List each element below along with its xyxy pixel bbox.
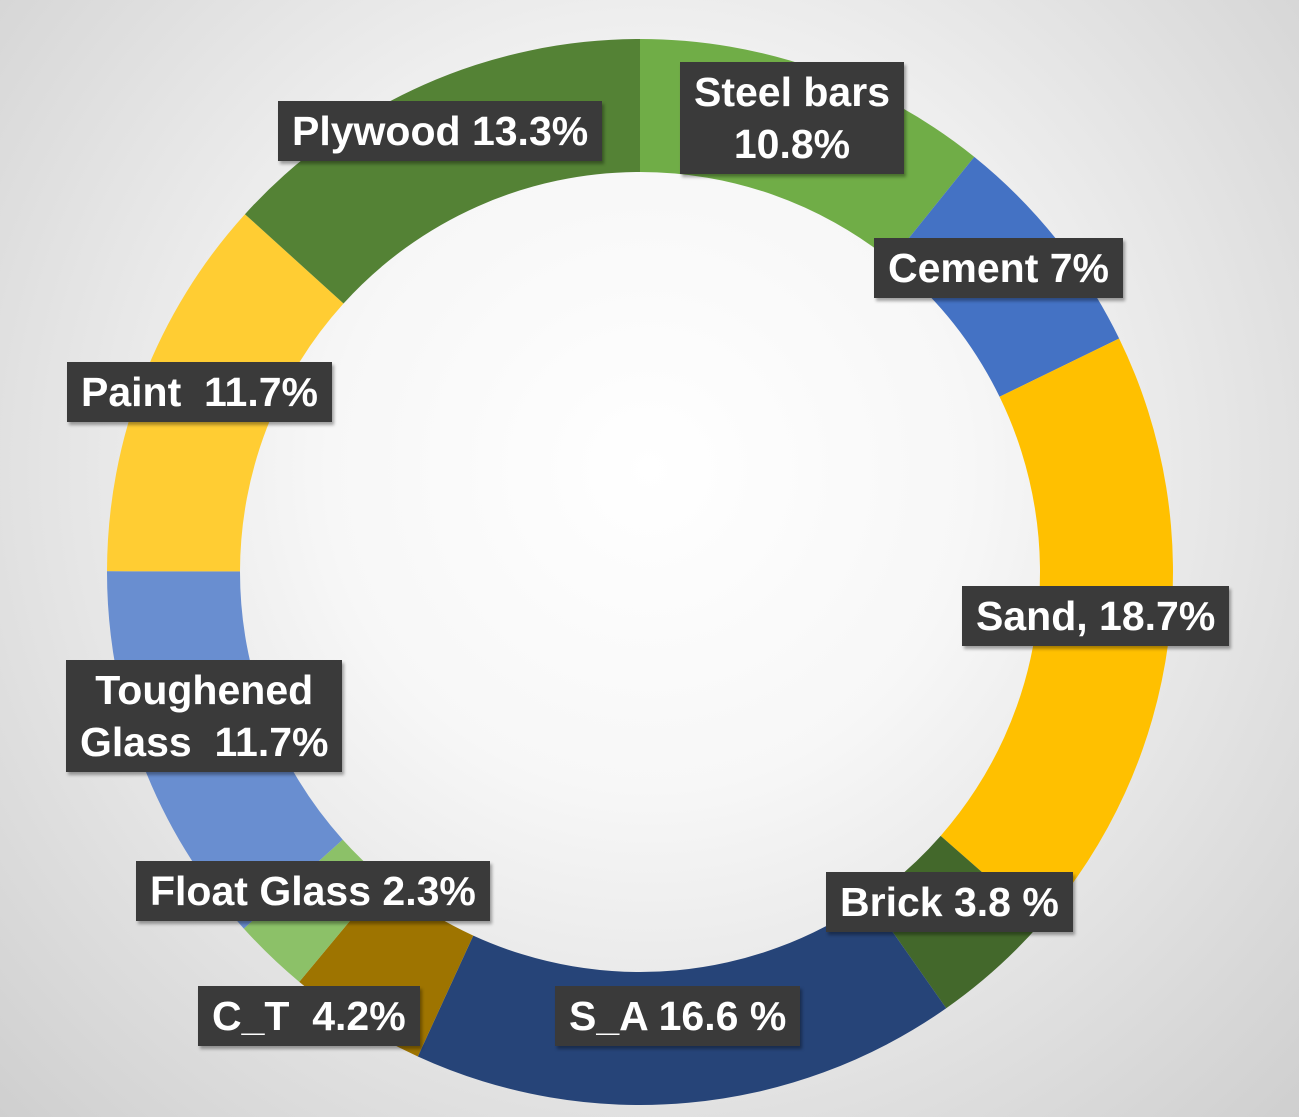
- data-label-text: Float Glass 2.3%: [150, 868, 476, 914]
- data-label-plywood-13-3: Plywood 13.3%: [278, 101, 603, 161]
- data-label-text: 10.8%: [733, 121, 851, 167]
- data-label-text: Glass 11.7%: [80, 719, 329, 765]
- data-label-toughened-glass-11-7: Toughened Glass 11.7%: [66, 660, 343, 772]
- data-label-text: Plywood 13.3%: [292, 108, 589, 154]
- data-label-cement-7: Cement 7%: [874, 238, 1124, 298]
- data-label-steel-bars-10-8: Steel bars 10.8%: [680, 62, 904, 174]
- data-label-sand-18-7: Sand, 18.7%: [962, 586, 1230, 646]
- data-label-brick-3-8: Brick 3.8 %: [826, 872, 1073, 932]
- data-label-text: Steel bars: [694, 69, 890, 115]
- data-label-text: Cement 7%: [888, 245, 1110, 291]
- slice-plywood-13-3: [244, 39, 641, 304]
- data-label-text: Toughened: [95, 667, 314, 713]
- data-label-text: C_T 4.2%: [212, 993, 406, 1039]
- data-label-float-glass-2-3: Float Glass 2.3%: [136, 861, 490, 921]
- data-label-c-t-4-2: C_T 4.2%: [198, 986, 420, 1046]
- data-label-text: Brick 3.8 %: [840, 879, 1059, 925]
- data-label-s-a-16-6: S_A 16.6 %: [555, 986, 801, 1046]
- data-label-text: Paint 11.7%: [81, 369, 319, 415]
- data-label-text: Sand, 18.7%: [976, 593, 1216, 639]
- data-label-text: S_A 16.6 %: [569, 993, 787, 1039]
- data-label-paint-11-7: Paint 11.7%: [67, 362, 333, 422]
